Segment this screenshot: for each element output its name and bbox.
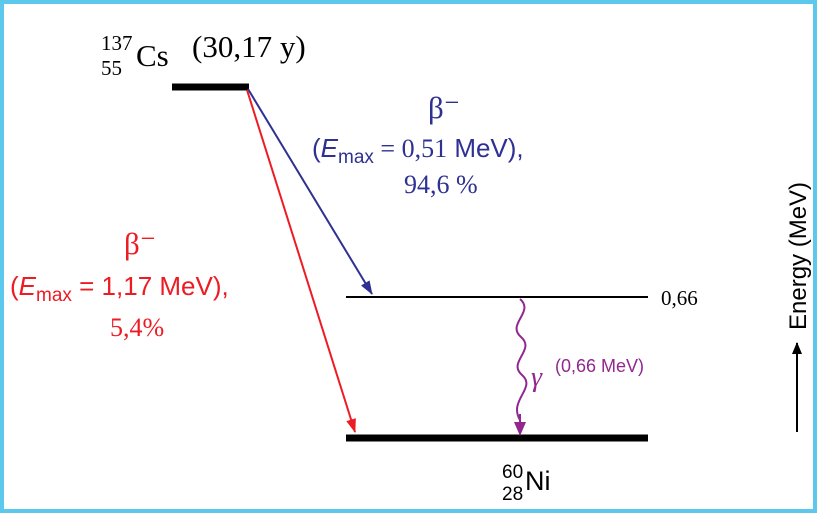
beta-red-energy-line: (Emax = 1,17 MeV), (10, 271, 229, 306)
beta-red-branching: 5,4% (110, 313, 164, 342)
gamma-energy: (0,66 MeV) (555, 356, 644, 376)
beta-blue-unit: MeV), (447, 133, 524, 163)
beta-red-open-paren: ( (10, 271, 19, 301)
beta-red-label: β⁻ (Emax = 1,17 MeV), 5,4% (10, 226, 229, 342)
beta-blue-energy-line: (Emax = 0,51 MeV), (312, 133, 524, 168)
beta-blue-label: β⁻ (Emax = 0,51 MeV), 94,6 % (312, 90, 524, 199)
daughter-atomic-number: 28 (502, 484, 523, 505)
beta-red-max-subscript: max (36, 285, 72, 306)
beta-blue-open-paren: ( (312, 133, 321, 163)
parent-mass-number: 137 (101, 31, 133, 55)
excited-level-energy: 0,66 (661, 286, 698, 310)
beta-blue-equals-value: = 0,51 (374, 134, 447, 163)
gamma-symbol: γ (531, 362, 543, 393)
daughter-mass-number: 60 (502, 462, 523, 483)
beta-red-e-symbol: E (19, 271, 37, 301)
gamma-label: γ (0,66 MeV) (531, 356, 644, 393)
beta-blue-e-symbol: E (321, 133, 339, 163)
energy-axis-label: Energy (MeV) (785, 182, 812, 330)
beta-red-arrow (246, 89, 356, 433)
parent-atomic-number: 55 (101, 56, 122, 80)
daughter-symbol: Ni (525, 466, 551, 496)
beta-red-symbol: β⁻ (124, 226, 156, 261)
parent-half-life: (30,17 y) (192, 29, 306, 64)
parent-nucleus-label: 137 55 Cs (30,17 y) (101, 29, 306, 80)
beta-blue-branching: 94,6 % (404, 170, 478, 199)
daughter-nucleus-label: 60 28 Ni (502, 462, 551, 505)
beta-red-equals-value: = 1,17 MeV), (72, 271, 229, 301)
beta-blue-symbol: β⁻ (428, 90, 460, 125)
beta-blue-max-subscript: max (338, 147, 374, 168)
parent-symbol: Cs (136, 38, 169, 73)
gamma-wavy-line (515, 298, 528, 421)
beta-blue-arrow (247, 88, 373, 295)
